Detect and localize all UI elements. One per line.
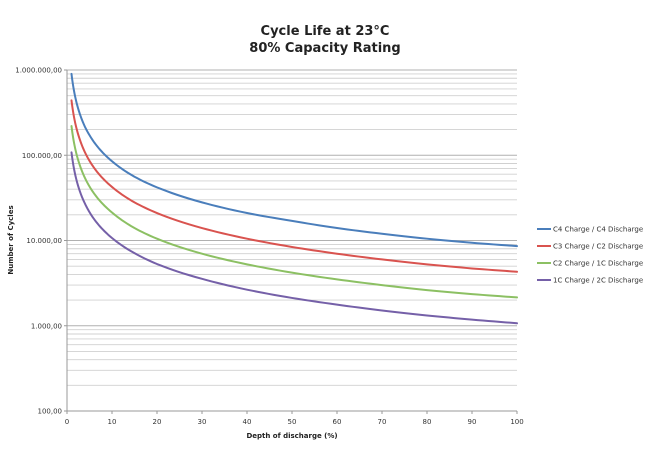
x-tick-label: 20 — [153, 418, 162, 426]
series-line-4 — [70, 151, 518, 325]
y-tick-label: 100,00 — [38, 408, 63, 416]
x-tick-label: 40 — [243, 418, 252, 426]
x-tick-label: 30 — [198, 418, 207, 426]
legend: C4 Charge / C4 Discharge C3 Charge / C2 D… — [537, 226, 643, 285]
legend-label-1: C4 Charge / C4 Discharge — [553, 226, 643, 234]
x-tick-labels: 0 10 20 30 40 50 60 70 80 90 100 — [65, 418, 524, 426]
series-line-1 — [70, 72, 518, 248]
x-axis-label: Depth of discharge (%) — [246, 432, 337, 440]
x-tick-label: 80 — [423, 418, 432, 426]
y-axis-label: Number of Cycles — [7, 205, 15, 274]
series-line-3 — [70, 125, 518, 299]
y-tick-label: 10.000,00 — [26, 237, 62, 245]
series-lines — [70, 72, 518, 325]
y-tick-labels: 100,00 1.000,00 10.000,00 100.000,00 1.000.0… — [15, 67, 62, 416]
chart-title: Cycle Life at 23°C — [261, 24, 390, 39]
x-tick-label: 100 — [510, 418, 523, 426]
x-tick-label: 0 — [65, 418, 69, 426]
y-tick-label: 100.000,00 — [22, 152, 62, 160]
legend-label-4: 1C Charge / 2C Discharge — [553, 277, 643, 285]
x-tick-label: 70 — [378, 418, 387, 426]
legend-label-3: C2 Charge / 1C Discharge — [553, 260, 643, 268]
legend-label-2: C3 Charge / C2 Discharge — [553, 243, 643, 251]
y-tick-label: 1.000,00 — [31, 322, 62, 330]
x-tick-label: 10 — [108, 418, 117, 426]
axes — [64, 69, 518, 414]
y-tick-label: 1.000.000,00 — [15, 67, 62, 75]
x-tick-label: 90 — [468, 418, 477, 426]
x-tick-label: 50 — [288, 418, 297, 426]
chart-subtitle: 80% Capacity Rating — [249, 41, 400, 56]
x-tick-label: 60 — [333, 418, 342, 426]
series-line-2 — [70, 99, 518, 273]
